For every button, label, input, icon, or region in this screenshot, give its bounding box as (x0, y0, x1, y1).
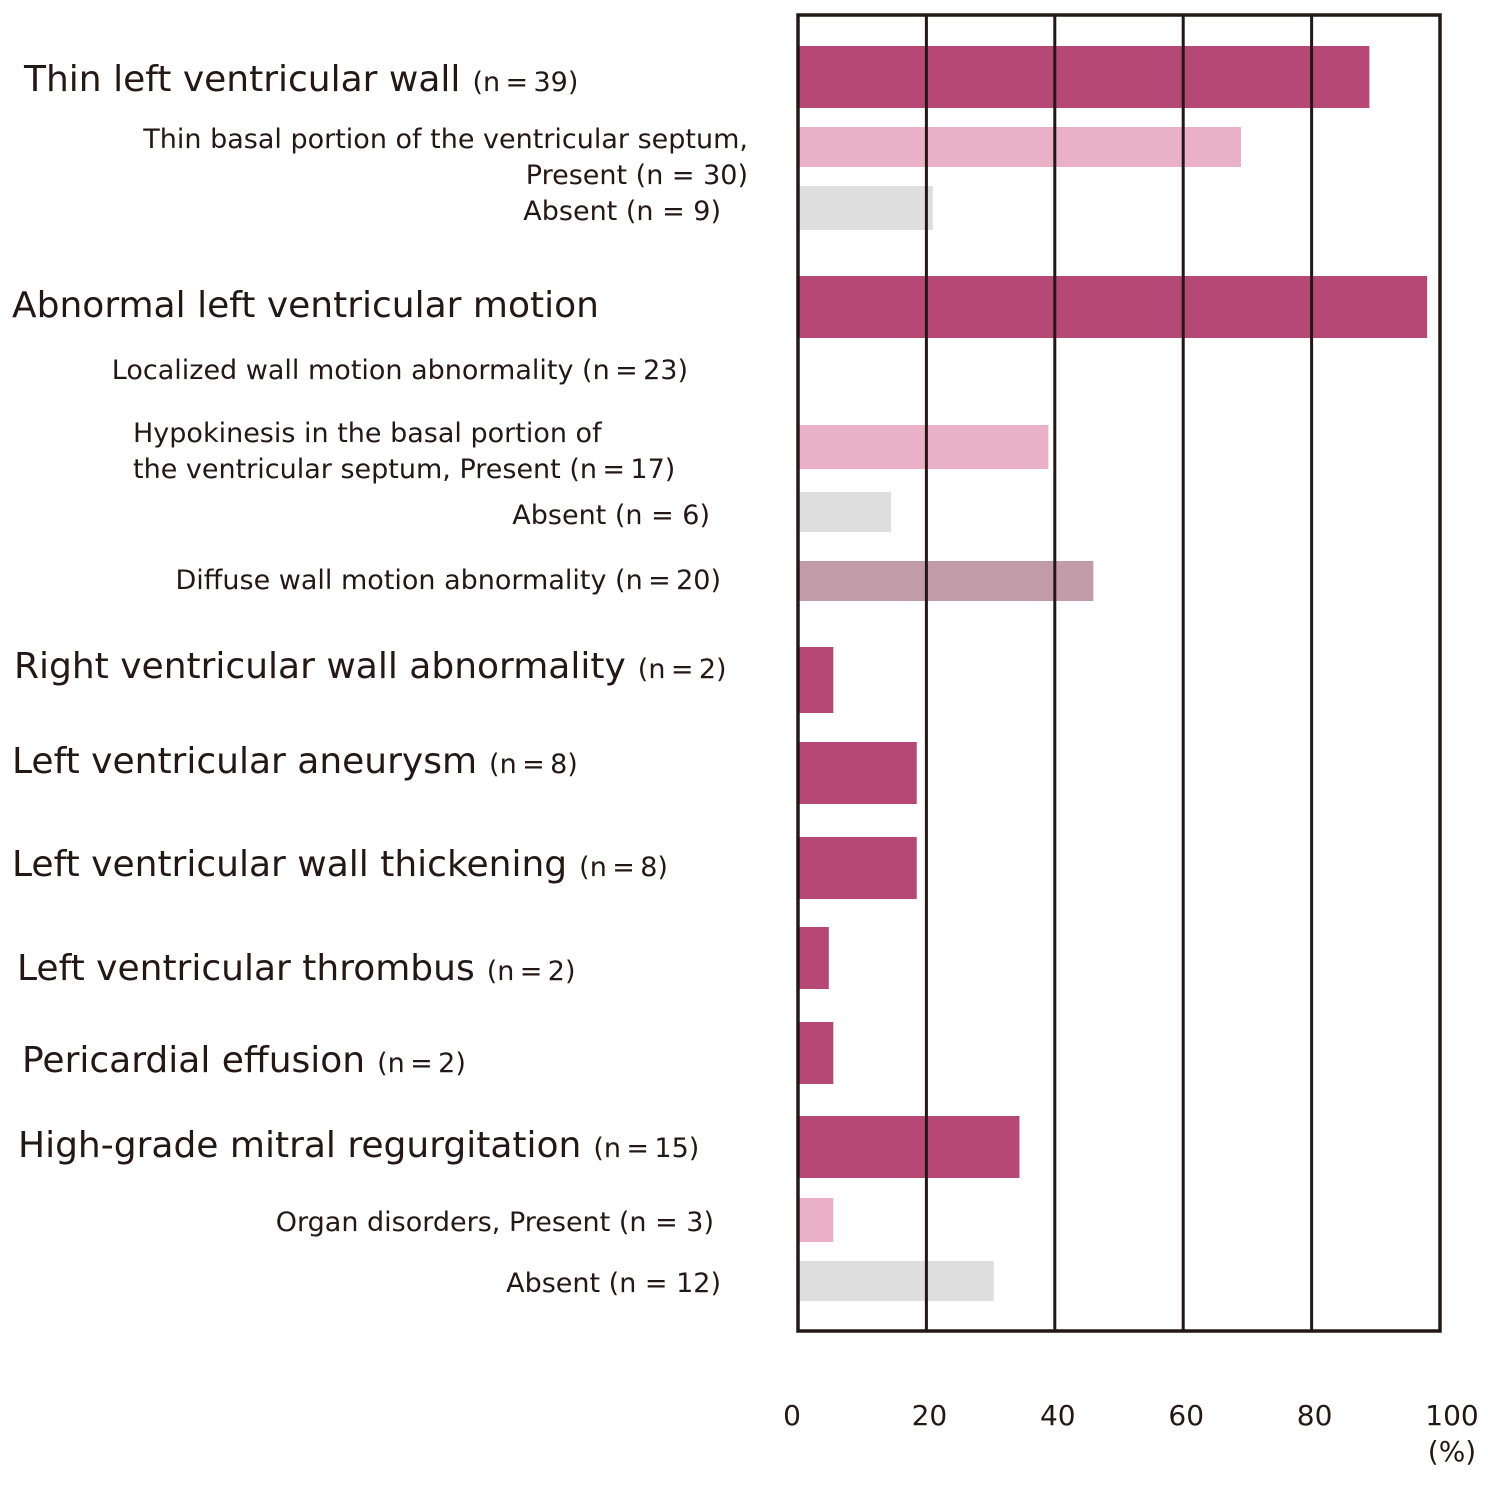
bar-5 (798, 276, 1428, 338)
row-n-count: (n = 2) (638, 654, 727, 685)
row-label-18: Absent (n = 12) (506, 1268, 721, 1299)
row-label-text: Abnormal left ventricular motion (12, 285, 599, 326)
row-label-12: Left ventricular aneurysm (n = 8) (12, 741, 578, 782)
row-label-3: Present (n = 30) (526, 160, 748, 191)
row-label-16: High-grade mitral regurgitation (n = 15) (18, 1125, 699, 1166)
x-tick-label-0: 0 (783, 1399, 801, 1432)
x-tick-label-40: 40 (1040, 1399, 1076, 1432)
x-tick-label-20: 20 (912, 1399, 948, 1432)
row-label-4: Absent (n = 9) (523, 196, 721, 227)
row-label-13: Left ventricular wall thickening (n = 8) (12, 844, 668, 885)
row-label-text: Absent (n = 12) (506, 1268, 721, 1299)
row-label-text: Thin basal portion of the ventricular se… (142, 124, 748, 155)
row-label-text: Absent (n = 9) (523, 196, 721, 227)
row-label-text: Absent (n = 6) (512, 500, 710, 531)
row-label-11: Right ventricular wall abnormality (n = 2… (14, 646, 727, 687)
bar-15 (798, 1022, 834, 1084)
row-n-count: (n = 8) (579, 852, 668, 883)
bar-12 (798, 742, 917, 804)
row-n-count: (n = 15) (593, 1133, 699, 1164)
plot-frame (796, 13, 1442, 1333)
row-label-text: High-grade mitral regurgitation (18, 1125, 581, 1166)
row-label-1: Thin left ventricular wall (n = 39) (23, 59, 578, 100)
row-label-text: Left ventricular thrombus (17, 948, 475, 989)
bar-18 (798, 1261, 994, 1301)
row-n-count: (n = 39) (472, 67, 578, 98)
row-n-count: (n = 8) (489, 749, 578, 780)
x-axis-unit: (%) (1428, 1435, 1476, 1468)
row-label-text: the ventricular septum, Present (n = 17) (133, 454, 675, 485)
bar-11 (798, 647, 834, 713)
row-label-text: Diffuse wall motion abnormality (n = 20) (176, 565, 721, 596)
x-tick-label-100: 100 (1425, 1399, 1478, 1432)
row-label-text: Localized wall motion abnormality (n = 2… (112, 355, 688, 386)
row-label-text: Right ventricular wall abnormality (14, 646, 626, 687)
bar-13 (798, 837, 917, 899)
bar-1 (798, 46, 1370, 108)
row-label-5: Abnormal left ventricular motion (12, 285, 599, 326)
bar-4 (798, 186, 933, 230)
row-label-2: Thin basal portion of the ventricular se… (142, 124, 748, 155)
row-label-text: Left ventricular aneurysm (12, 741, 477, 782)
row-n-count: (n = 2) (487, 956, 576, 987)
row-label-text: Pericardial effusion (22, 1040, 365, 1081)
x-tick-label-60: 60 (1168, 1399, 1204, 1432)
row-label-text: Hypokinesis in the basal portion of (133, 418, 603, 449)
bar-3 (798, 127, 1241, 167)
row-label-10: Diffuse wall motion abnormality (n = 20) (176, 565, 721, 596)
row-label-14: Left ventricular thrombus (n = 2) (17, 948, 576, 989)
row-label-7: Hypokinesis in the basal portion of (133, 418, 603, 449)
row-label-8: the ventricular septum, Present (n = 17) (133, 454, 675, 485)
row-label-9: Absent (n = 6) (512, 500, 710, 531)
row-label-6: Localized wall motion abnormality (n = 2… (112, 355, 688, 386)
bar-8 (798, 425, 1049, 469)
row-label-17: Organ disorders, Present (n = 3) (276, 1207, 714, 1238)
bar-16 (798, 1116, 1020, 1178)
row-n-count: (n = 2) (377, 1048, 466, 1079)
bar-9 (798, 492, 892, 532)
bar-10 (798, 561, 1094, 601)
row-label-15: Pericardial effusion (n = 2) (22, 1040, 466, 1081)
row-label-text: Present (n = 30) (526, 160, 748, 191)
row-label-text: Organ disorders, Present (n = 3) (276, 1207, 714, 1238)
x-tick-label-80: 80 (1297, 1399, 1333, 1432)
bar-14 (798, 927, 829, 989)
row-label-text: Thin left ventricular wall (23, 59, 460, 100)
bar-17 (798, 1198, 834, 1242)
row-label-text: Left ventricular wall thickening (12, 844, 567, 885)
